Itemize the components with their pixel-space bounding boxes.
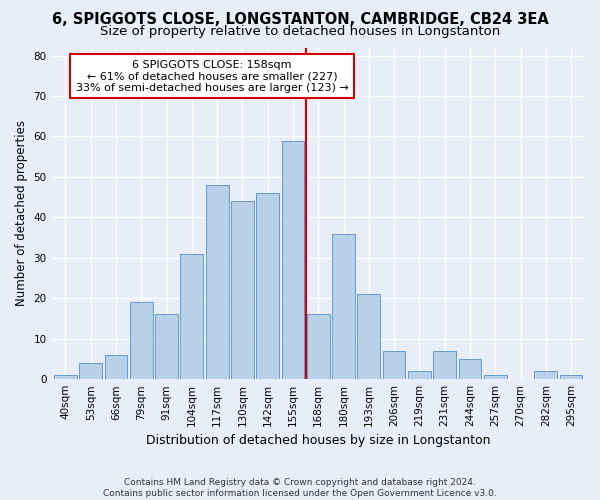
Bar [181,254,203,379]
Bar [307,314,329,379]
Bar [458,359,481,379]
X-axis label: Distribution of detached houses by size in Longstanton: Distribution of detached houses by size … [146,434,491,448]
Bar [383,351,406,379]
Bar [332,234,355,379]
Bar [408,371,431,379]
Bar [535,371,557,379]
Text: Size of property relative to detached houses in Longstanton: Size of property relative to detached ho… [100,25,500,38]
Bar [206,185,229,379]
Text: 6 SPIGGOTS CLOSE: 158sqm
← 61% of detached houses are smaller (227)
33% of semi-: 6 SPIGGOTS CLOSE: 158sqm ← 61% of detach… [76,60,349,93]
Bar [54,375,77,379]
Bar [358,294,380,379]
Bar [130,302,152,379]
Bar [433,351,456,379]
Bar [79,363,102,379]
Bar [104,355,127,379]
Bar [155,314,178,379]
Bar [281,140,304,379]
Bar [256,193,279,379]
Y-axis label: Number of detached properties: Number of detached properties [15,120,28,306]
Bar [560,375,583,379]
Text: Contains HM Land Registry data © Crown copyright and database right 2024.
Contai: Contains HM Land Registry data © Crown c… [103,478,497,498]
Bar [231,201,254,379]
Text: 6, SPIGGOTS CLOSE, LONGSTANTON, CAMBRIDGE, CB24 3EA: 6, SPIGGOTS CLOSE, LONGSTANTON, CAMBRIDG… [52,12,548,28]
Bar [484,375,506,379]
